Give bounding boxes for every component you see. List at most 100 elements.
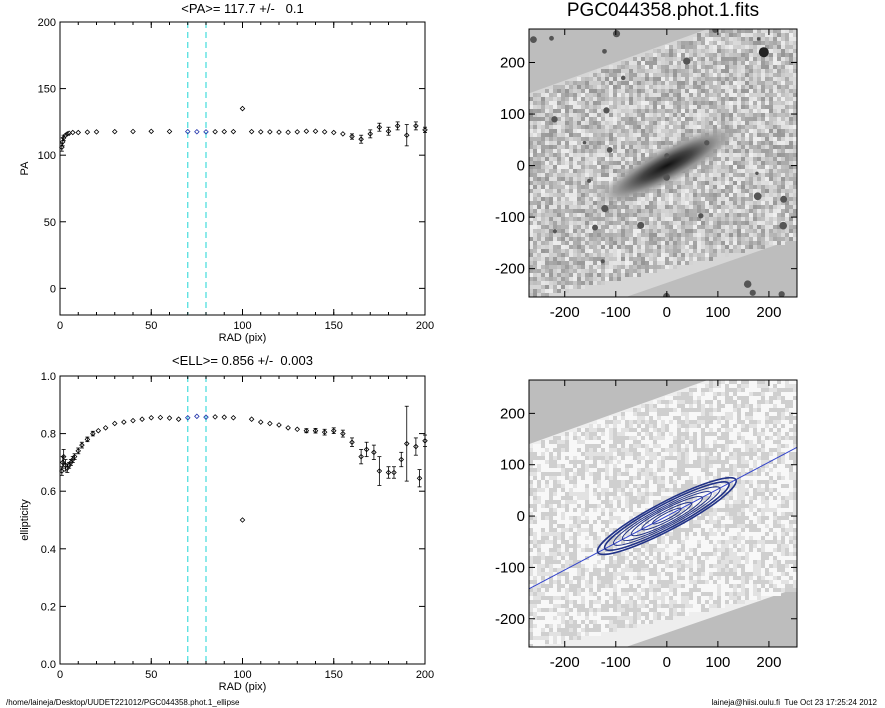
noise-pixel (601, 592, 605, 596)
noise-pixel (653, 133, 657, 137)
noise-pixel (709, 53, 713, 57)
noise-pixel (529, 289, 533, 293)
noise-pixel (577, 225, 581, 229)
noise-pixel (589, 424, 593, 428)
noise-pixel (709, 73, 713, 77)
noise-pixel (589, 436, 593, 440)
noise-pixel (565, 432, 569, 436)
noise-pixel (737, 57, 741, 61)
noise-pixel (597, 265, 601, 269)
noise-pixel (753, 133, 757, 137)
noise-pixel (689, 253, 693, 257)
noise-pixel (729, 237, 733, 241)
noise-pixel (601, 153, 605, 157)
noise-pixel (645, 193, 649, 197)
noise-pixel (609, 588, 613, 592)
noise-pixel (617, 420, 621, 424)
noise-pixel (561, 273, 565, 277)
noise-pixel (689, 205, 693, 209)
noise-pixel (625, 221, 629, 225)
noise-pixel (705, 201, 709, 205)
noise-pixel (613, 209, 617, 213)
noise-pixel (769, 101, 773, 105)
noise-pixel (553, 572, 557, 576)
noise-pixel (741, 217, 745, 221)
noise-pixel (593, 209, 597, 213)
noise-pixel (561, 129, 565, 133)
noise-pixel (777, 117, 781, 121)
noise-pixel (621, 121, 625, 125)
noise-pixel (597, 129, 601, 133)
noise-pixel (593, 177, 597, 181)
noise-pixel (545, 149, 549, 153)
noise-pixel (689, 53, 693, 57)
noise-pixel (749, 169, 753, 173)
noise-pixel (561, 209, 565, 213)
noise-pixel (569, 436, 573, 440)
noise-pixel (773, 209, 777, 213)
noise-pixel (577, 245, 581, 249)
noise-pixel (537, 520, 541, 524)
noise-pixel (681, 89, 685, 93)
noise-pixel (725, 97, 729, 101)
noise-pixel (697, 173, 701, 177)
noise-pixel (569, 528, 573, 532)
noise-pixel (609, 432, 613, 436)
noise-pixel (533, 257, 537, 261)
noise-pixel (533, 213, 537, 217)
noise-pixel (593, 604, 597, 608)
noise-pixel (717, 181, 721, 185)
noise-pixel (789, 121, 793, 125)
noise-pixel (721, 221, 725, 225)
noise-pixel (585, 484, 589, 488)
noise-pixel (761, 153, 765, 157)
noise-pixel (557, 504, 561, 508)
noise-pixel (757, 85, 761, 89)
noise-pixel (741, 61, 745, 65)
noise-pixel (613, 460, 617, 464)
noise-pixel (637, 101, 641, 105)
noise-pixel (653, 233, 657, 237)
noise-pixel (577, 600, 581, 604)
noise-pixel (581, 580, 585, 584)
noise-pixel (549, 225, 553, 229)
noise-pixel (597, 492, 601, 496)
noise-pixel (649, 57, 653, 61)
noise-pixel (629, 273, 633, 277)
noise-pixel (549, 532, 553, 536)
noise-pixel (785, 121, 789, 125)
noise-pixel (593, 189, 597, 193)
noise-pixel (721, 241, 725, 245)
noise-pixel (577, 269, 581, 273)
noise-pixel (749, 209, 753, 213)
noise-pixel (653, 193, 657, 197)
noise-pixel (657, 225, 661, 229)
noise-pixel (677, 201, 681, 205)
noise-pixel (533, 488, 537, 492)
noise-pixel (577, 604, 581, 608)
noise-pixel (589, 149, 593, 153)
noise-pixel (693, 173, 697, 177)
noise-pixel (641, 69, 645, 73)
noise-pixel (729, 201, 733, 205)
noise-pixel (593, 201, 597, 205)
noise-pixel (629, 97, 633, 101)
noise-pixel (589, 516, 593, 520)
noise-pixel (721, 69, 725, 73)
noise-pixel (541, 616, 545, 620)
noise-pixel (693, 221, 697, 225)
noise-pixel (557, 113, 561, 117)
noise-pixel (745, 189, 749, 193)
noise-pixel (633, 61, 637, 65)
noise-pixel (569, 141, 573, 145)
noise-pixel (709, 237, 713, 241)
noise-pixel (793, 157, 797, 161)
noise-pixel (577, 608, 581, 612)
noise-pixel (609, 65, 613, 69)
noise-pixel (609, 237, 613, 241)
noise-pixel (761, 65, 765, 69)
noise-pixel (565, 245, 569, 249)
noise-pixel (621, 624, 625, 628)
noise-pixel (733, 153, 737, 157)
noise-pixel (717, 253, 721, 257)
